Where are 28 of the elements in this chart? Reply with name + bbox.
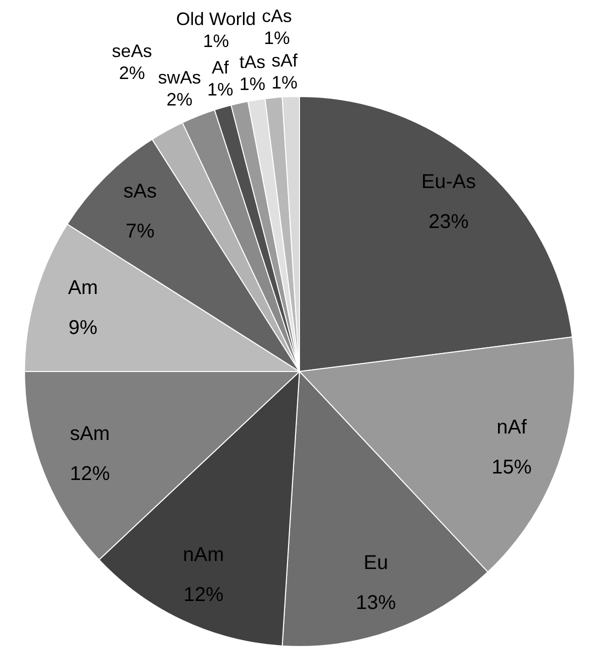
data-label: 9% bbox=[68, 317, 98, 340]
data-label: 7% bbox=[126, 220, 155, 243]
slice-label: seAs bbox=[112, 41, 152, 62]
data-label: 13% bbox=[356, 592, 396, 614]
data-label: 2% bbox=[166, 89, 193, 110]
data-label: 2% bbox=[118, 63, 145, 84]
slice-label: sAm bbox=[70, 423, 110, 446]
slice-label: Am bbox=[68, 277, 98, 300]
slice-label: nAf bbox=[496, 416, 528, 438]
slice-label: tAs bbox=[239, 52, 266, 72]
slice-label: sAf bbox=[271, 50, 298, 70]
slice-label: nAm bbox=[182, 544, 224, 566]
data-label: 12% bbox=[70, 463, 110, 486]
data-label: 23% bbox=[428, 210, 469, 233]
slice-label: Af bbox=[212, 58, 230, 78]
slice-label: sAs bbox=[123, 180, 157, 203]
data-label: 1% bbox=[202, 31, 229, 52]
data-label: 1% bbox=[207, 80, 234, 100]
slice-label: swAs bbox=[158, 67, 202, 88]
data-label: 1% bbox=[239, 74, 266, 94]
slice-label: Eu bbox=[364, 552, 388, 574]
slice-label: cAs bbox=[262, 6, 292, 26]
slice-label: Eu-As bbox=[421, 170, 476, 193]
slice-label: Old World bbox=[176, 9, 256, 30]
data-label: 15% bbox=[492, 456, 532, 478]
data-label: 1% bbox=[264, 28, 290, 48]
data-label: 12% bbox=[183, 584, 224, 606]
data-label: 1% bbox=[271, 72, 298, 92]
